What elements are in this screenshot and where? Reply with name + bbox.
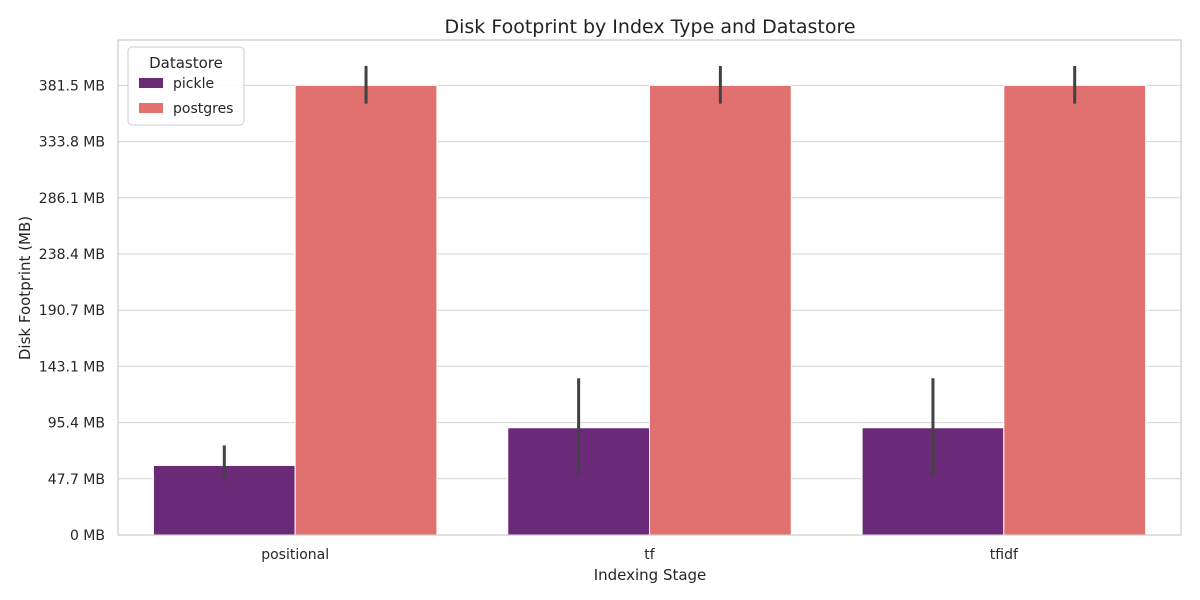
chart-title: Disk Footprint by Index Type and Datasto… [444, 16, 855, 38]
y-axis-label: Disk Footprint (MB) [16, 216, 34, 360]
bar-postgres-tf [649, 84, 792, 536]
legend-title: Datastore [149, 54, 223, 72]
x-tick-labels: positional tf tfidf [261, 547, 1019, 563]
y-tick-label: 0 MB [70, 528, 105, 544]
y-tick-label: 95.4 MB [48, 416, 105, 432]
x-tick-label: positional [261, 547, 329, 563]
bar-postgres-positional [294, 84, 438, 536]
bar-postgres-tfidf [1003, 84, 1147, 536]
legend-label-pickle: pickle [173, 76, 214, 92]
x-axis-label: Indexing Stage [594, 566, 707, 584]
legend-swatch-postgres [139, 103, 163, 113]
y-tick-label: 286.1 MB [39, 191, 105, 207]
x-tick-label: tf [644, 547, 655, 563]
legend-label-postgres: postgres [173, 101, 233, 117]
y-tick-label: 47.7 MB [48, 472, 105, 488]
legend-swatch-pickle [139, 78, 163, 88]
plot-frame [117, 39, 1182, 536]
legend: Datastore pickle postgres [127, 46, 245, 126]
y-tick-label: 190.7 MB [39, 303, 105, 319]
y-tick-label: 333.8 MB [39, 135, 105, 151]
y-tick-labels: 0 MB 47.7 MB 95.4 MB 143.1 MB 190.7 MB 238.4 … [39, 78, 105, 544]
y-tick-label: 143.1 MB [39, 359, 105, 375]
x-tick-label: tfidf [990, 547, 1019, 563]
y-tick-label: 238.4 MB [39, 247, 105, 263]
y-tick-label: 381.5 MB [39, 78, 105, 94]
error-bars [222, 65, 1077, 482]
